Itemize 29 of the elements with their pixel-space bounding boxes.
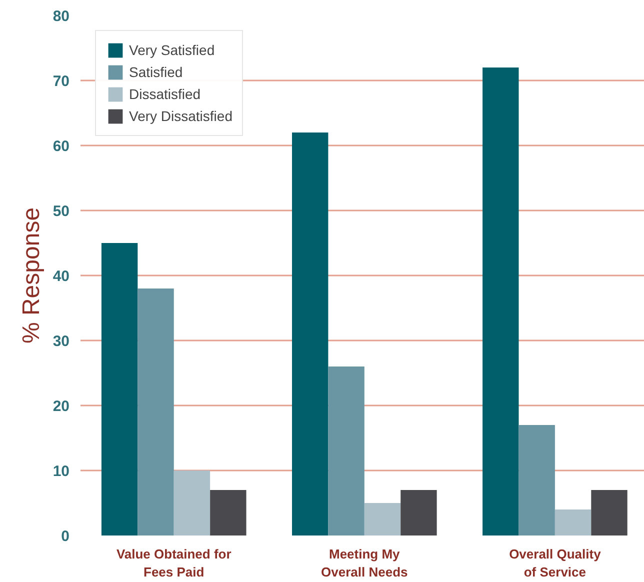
- y-tick-label: 0: [61, 528, 70, 545]
- bar: [591, 490, 628, 536]
- bar: [554, 510, 592, 536]
- bar: [400, 490, 437, 536]
- x-tick-label: Value Obtained for Fees Paid: [116, 546, 232, 580]
- bar: [482, 68, 519, 536]
- legend-label: Dissatisfied: [129, 86, 201, 102]
- y-tick-label: 70: [52, 73, 70, 90]
- legend-label: Satisfied: [129, 64, 183, 80]
- y-tick-label: 30: [52, 333, 70, 350]
- bar: [292, 132, 328, 536]
- y-tick-label: 50: [52, 203, 70, 220]
- x-tick-label: Meeting My Overall Needs: [321, 546, 408, 580]
- bar: [138, 288, 174, 536]
- y-tick-label: 10: [52, 463, 70, 480]
- y-tick-label: 20: [52, 398, 70, 415]
- y-tick-label: 40: [52, 268, 70, 285]
- legend-label: Very Dissatisfied: [129, 108, 232, 124]
- bar: [518, 425, 555, 536]
- legend-label: Very Satisfied: [129, 42, 215, 58]
- bar: [174, 470, 210, 536]
- bar: [328, 366, 364, 536]
- bar: [210, 490, 246, 536]
- bar: [364, 503, 401, 536]
- y-axis-title: % Response: [18, 207, 45, 344]
- y-tick-label: 60: [52, 138, 70, 155]
- bar: [101, 243, 138, 536]
- x-tick-label: Overall Quality of Service: [509, 546, 602, 580]
- y-tick-label: 80: [52, 8, 70, 25]
